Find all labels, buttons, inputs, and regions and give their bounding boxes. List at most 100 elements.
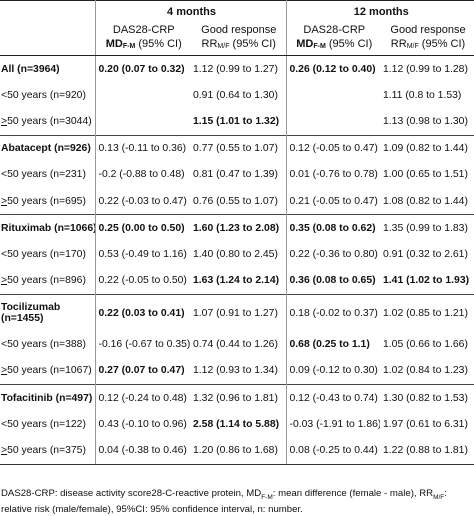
value-cell-g4: 0.77 (0.55 to 1.07) <box>190 134 287 162</box>
row-label: <50 years (n=920) <box>0 82 96 109</box>
header-12-months: 12 months <box>286 0 474 22</box>
comparator-symbol: < <box>1 89 8 101</box>
row-label: Rituximab (n=1066) <box>0 214 96 242</box>
row-label: >50 years (n=3044) <box>0 108 96 136</box>
value-cell-d4: 0.25 (0.00 to 0.50) <box>95 214 190 242</box>
value-cell-g12: 1.35 (0.99 to 1.83) <box>380 214 474 242</box>
value-cell-d12: 0.08 (-0.25 to 0.44) <box>286 437 380 465</box>
header-blank <box>0 22 96 56</box>
table-group-row: Abatacept (n=926) 0.13 (-0.11 to 0.36) 0.7… <box>0 134 474 162</box>
value-cell-d12: 0.26 (0.12 to 0.40) <box>286 55 380 83</box>
value-cell-d12: 0.09 (-0.12 to 0.30) <box>289 365 378 377</box>
good-title: Good response <box>390 24 466 36</box>
value-cell-d4: 0.27 (0.07 to 0.47) <box>98 365 185 377</box>
value-cell-d4: 0.04 (-0.38 to 0.46) <box>95 437 190 465</box>
row-label: Tofacitinib (n=497) <box>0 384 96 412</box>
value-cell-d4 <box>95 108 190 135</box>
value-cell-d4: 0.43 (-0.10 to 0.96) <box>98 418 187 430</box>
value-cell-d12: 0.18 (-0.02 to 0.37) <box>286 293 380 332</box>
value-cell-g12: 1.41 (1.02 to 1.93) <box>383 275 470 287</box>
row-label: <50 years (n=231) <box>0 161 96 188</box>
value-cell-d12: 0.36 (0.08 to 0.65) <box>289 275 376 287</box>
table-row: >50 years (n=3044) 1.15 (1.01 to 1.32) 1.1… <box>0 108 474 136</box>
table-group-row: Tocilizumab (n=1455) 0.22 (0.03 to 0.41) 1.… <box>0 293 474 332</box>
value-cell-g12: 1.11 (0.8 to 1.53) <box>383 89 462 101</box>
table-group-row: Rituximab (n=1066) 0.25 (0.00 to 0.50) 1.6… <box>0 214 474 242</box>
value-cell-d12: 0.12 (-0.05 to 0.47) <box>286 134 380 162</box>
value-cell-d4: 0.22 (0.03 to 0.41) <box>95 293 190 332</box>
good-rr-label: RRM/F <box>390 38 419 50</box>
value-cell-g4: 0.76 (0.55 to 1.07) <box>190 187 287 215</box>
results-table: 4 months 12 months DAS28-CRP MDF-M (95% … <box>0 0 474 465</box>
row-label: >50 years (n=896) <box>0 267 96 295</box>
value-cell-d12: 0.21 (-0.05 to 0.47) <box>289 195 378 207</box>
value-cell-g4: 1.12 (0.99 to 1.27) <box>190 55 287 83</box>
das-md-label: MDF-M <box>105 38 136 50</box>
header-corner-cell <box>0 0 96 22</box>
row-label: <50 years (n=170) <box>0 241 96 268</box>
value-cell-g12: 1.02 (0.84 to 1.23) <box>383 365 468 377</box>
row-label: >50 years (n=695) <box>0 187 96 215</box>
value-cell-g12: 1.05 (0.66 to 1.66) <box>383 339 468 351</box>
table-group-row: Tofacitinib (n=497) 0.12 (-0.24 to 0.48) 1… <box>0 384 474 412</box>
value-cell-d4: 0.53 (-0.49 to 1.16) <box>98 248 187 260</box>
value-cell-g4: 0.74 (0.44 to 1.26) <box>190 331 287 358</box>
table-row: >50 years (n=1067) 0.27 (0.07 to 0.47) 1.1… <box>0 357 474 385</box>
header-das28-4m: DAS28-CRP MDF-M (95% CI) <box>95 22 190 56</box>
row-label: >50 years (n=1067) <box>0 357 96 385</box>
value-cell-d4: -0.2 (-0.88 to 0.48) <box>98 169 185 181</box>
value-cell-g12: 1.12 (0.99 to 1.28) <box>380 55 474 83</box>
row-label: Abatacept (n=926) <box>0 134 96 162</box>
table-row: >50 years (n=375) 0.04 (-0.38 to 0.46) 1.2… <box>0 437 474 465</box>
value-cell-d12: 0.22 (-0.36 to 0.80) <box>289 248 378 260</box>
row-label: >50 years (n=375) <box>0 437 96 465</box>
value-cell-g4: 1.32 (0.96 to 1.81) <box>190 384 287 412</box>
table-group-row: All (n=3964) 0.20 (0.07 to 0.32) 1.12 (0.9… <box>0 55 474 83</box>
good-rr-label: RRM/F <box>201 38 230 50</box>
table-body: All (n=3964) 0.20 (0.07 to 0.32) 1.12 (0.9… <box>0 55 474 465</box>
value-cell-d12: 0.68 (0.25 to 1.1) <box>289 339 370 351</box>
value-cell-g4: 1.15 (1.01 to 1.32) <box>190 108 287 136</box>
row-label: All (n=3964) <box>0 55 96 83</box>
value-cell-g4: 1.40 (0.80 to 2.45) <box>190 241 287 268</box>
row-label: <50 years (n=388) <box>0 331 96 358</box>
table-row: <50 years (n=122) 0.43 (-0.10 to 0.96) 2.5… <box>0 411 474 438</box>
table-row: <50 years (n=388) -0.16 (-0.67 to 0.35) 0.… <box>0 331 474 358</box>
value-cell-d12: 0.12 (-0.43 to 0.74) <box>286 384 380 412</box>
value-cell-d4: 0.20 (0.07 to 0.32) <box>95 55 190 83</box>
table-row: <50 years (n=170) 0.53 (-0.49 to 1.16) 1.4… <box>0 241 474 268</box>
value-cell-g4: 0.81 (0.47 to 1.39) <box>190 161 287 188</box>
value-cell-g12: 1.13 (0.98 to 1.30) <box>383 115 468 127</box>
value-cell-d4: 0.12 (-0.24 to 0.48) <box>95 384 190 412</box>
value-cell-g12: 1.22 (0.88 to 1.81) <box>380 437 474 465</box>
comparator-symbol: < <box>1 339 8 351</box>
value-cell-g4: 1.20 (0.86 to 1.68) <box>190 437 287 465</box>
footnote: DAS28-CRP: disease activity score28-C-re… <box>1 488 447 515</box>
value-cell-g4: 1.07 (0.91 to 1.27) <box>190 293 287 332</box>
value-cell-d12: 0.35 (0.08 to 0.62) <box>286 214 380 242</box>
table-row: <50 years (n=920) 0.91 (0.64 to 1.30) 1.11… <box>0 82 474 109</box>
das-title: DAS28-CRP <box>303 24 366 36</box>
value-cell-d12 <box>286 82 380 108</box>
table-row: >50 years (n=695) 0.22 (-0.03 to 0.47) 0.7… <box>0 187 474 215</box>
comparator-symbol: > <box>1 275 8 287</box>
value-cell-g4: 1.63 (1.24 to 2.14) <box>190 267 287 295</box>
value-cell-g12: 1.02 (0.85 to 1.21) <box>380 293 474 332</box>
header-das28-12m: DAS28-CRP MDF-M (95% CI) <box>286 22 380 56</box>
value-cell-d4: -0.16 (-0.67 to 0.35) <box>98 339 191 351</box>
value-cell-d12: 0.01 (-0.76 to 0.78) <box>289 169 378 181</box>
row-label: Tocilizumab (n=1455) <box>0 293 96 332</box>
comparator-symbol: > <box>1 115 8 127</box>
table-row: <50 years (n=231) -0.2 (-0.88 to 0.48) 0.8… <box>0 161 474 188</box>
value-cell-g4: 2.58 (1.14 to 5.88) <box>190 411 287 438</box>
value-cell-g12: 1.97 (0.61 to 6.31) <box>383 418 468 430</box>
header-good-12m: Good response RRM/F (95% CI) <box>380 22 474 56</box>
comparator-symbol: < <box>1 418 8 430</box>
value-cell-g12: 0.91 (0.32 to 2.61) <box>383 248 468 260</box>
value-cell-d4: 0.22 (-0.05 to 0.50) <box>98 275 187 287</box>
value-cell-d12 <box>286 108 380 135</box>
value-cell-g12: 1.08 (0.82 to 1.44) <box>383 195 468 207</box>
value-cell-g4: 1.12 (0.93 to 1.34) <box>190 357 287 385</box>
table-row: >50 years (n=896) 0.22 (-0.05 to 0.50) 1.6… <box>0 267 474 295</box>
value-cell-g12: 1.09 (0.82 to 1.44) <box>380 134 474 162</box>
